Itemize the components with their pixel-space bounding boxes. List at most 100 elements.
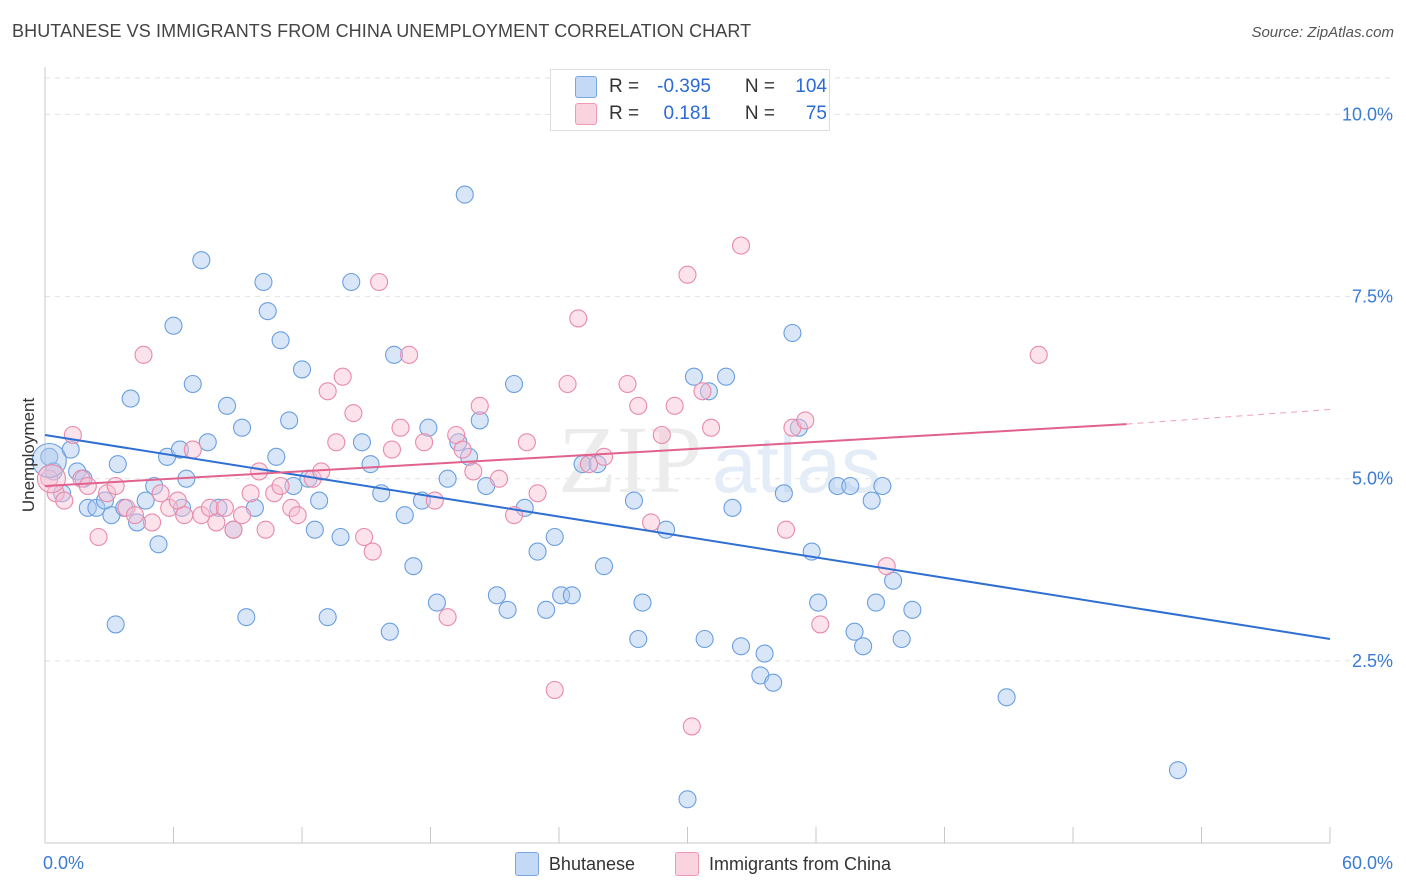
bhutanese-point xyxy=(404,557,423,576)
r-label: R = xyxy=(609,103,640,124)
x-tick-label: 0.0% xyxy=(43,853,84,873)
bhutanese-point xyxy=(774,484,793,503)
n-label: N = xyxy=(744,76,775,97)
stats-row-bhutanese: R = -0.395 N = 104 xyxy=(551,74,827,100)
bhutanese-point xyxy=(997,688,1016,707)
china-point xyxy=(400,345,419,364)
china-point xyxy=(55,491,74,510)
chart-title: BHUTANESE VS IMMIGRANTS FROM CHINA UNEMP… xyxy=(12,21,752,41)
y-tick-label: 10.0% xyxy=(1342,104,1393,124)
china-point xyxy=(318,382,337,401)
bhutanese-point xyxy=(755,644,774,663)
legend-item-china[interactable]: Immigrants from China xyxy=(675,852,891,876)
china-point xyxy=(693,382,712,401)
china-point xyxy=(250,462,269,481)
y-tick-label: 7.5% xyxy=(1352,287,1393,307)
china-trend-extension xyxy=(1126,409,1331,425)
bhutanese-point xyxy=(716,367,736,386)
china-point xyxy=(731,236,751,255)
china-point xyxy=(327,433,346,452)
china-point xyxy=(355,527,374,547)
bhutanese-point xyxy=(136,491,155,510)
china-point xyxy=(143,513,162,532)
china-point xyxy=(652,425,671,445)
r-value: 0.181 xyxy=(663,103,711,124)
stats-legend: R = -0.395 N = 104 R = 0.181 N = 75 xyxy=(550,69,830,131)
bhutanese-point xyxy=(198,433,217,452)
bhutanese-point xyxy=(108,455,127,474)
bhutanese-legend-swatch xyxy=(514,852,539,876)
china-point xyxy=(183,440,202,459)
china-point xyxy=(618,374,637,394)
series-legend: Bhutanese Immigrants from China xyxy=(0,852,1406,876)
china-point xyxy=(877,557,896,576)
china-point xyxy=(438,608,457,627)
china-legend-swatch xyxy=(675,852,699,876)
grid-lines xyxy=(45,77,1390,662)
legend-label: Immigrants from China xyxy=(709,853,892,874)
china-point xyxy=(224,520,243,539)
bhutanese-point xyxy=(731,637,751,656)
y-tick-label: 5.0% xyxy=(1352,469,1393,489)
bhutanese-point xyxy=(633,593,652,612)
trend-lines xyxy=(44,409,1331,640)
x-tick-label: 60.0% xyxy=(1342,853,1393,873)
china-point xyxy=(391,418,410,437)
china-point xyxy=(665,396,684,415)
china-point xyxy=(256,520,275,539)
china-point xyxy=(89,527,108,547)
china-point xyxy=(232,506,252,525)
bhutanese-point xyxy=(678,790,697,809)
china-point xyxy=(363,542,382,561)
bhutanese-point xyxy=(873,476,892,496)
bhutanese-point xyxy=(545,527,564,547)
bhutanese-point xyxy=(331,527,350,547)
china-trend-line xyxy=(44,423,1127,487)
bhutanese-point xyxy=(170,440,189,459)
bhutanese-point xyxy=(537,600,556,619)
china-point xyxy=(382,440,402,459)
bhutanese-point xyxy=(361,455,380,474)
bhutanese-point xyxy=(764,673,783,692)
bhutanese-point xyxy=(232,418,252,437)
china-point xyxy=(241,484,260,503)
tick-labels: 2.5% 5.0% 7.5% 10.0% 0.0% 60.0% xyxy=(43,104,1393,873)
bhutanese-point xyxy=(183,374,202,394)
china-point xyxy=(470,396,489,415)
bhutanese-point xyxy=(280,411,299,430)
bhutanese-point xyxy=(699,382,718,401)
bhutanese-point xyxy=(552,586,571,605)
bhutanese-point xyxy=(305,520,324,539)
china-point xyxy=(682,717,701,736)
bhutanese-point xyxy=(310,491,329,510)
bhutanese-point xyxy=(723,498,742,517)
china-point xyxy=(344,404,363,423)
bhutanese-point xyxy=(684,367,703,386)
bhutanese-point xyxy=(237,608,256,627)
china-point xyxy=(569,309,588,328)
n-label: N = xyxy=(744,103,775,124)
bhutanese-point xyxy=(470,411,489,430)
china-point xyxy=(265,484,284,503)
china-point xyxy=(558,374,577,394)
bhutanese-point xyxy=(271,331,290,350)
bhutanese-point xyxy=(562,586,581,605)
bhutanese-point xyxy=(254,272,273,292)
china-point xyxy=(678,265,697,284)
bhutanese-point xyxy=(892,629,911,649)
china-swatch xyxy=(575,103,597,125)
china-point xyxy=(370,272,389,292)
bhutanese-point xyxy=(903,600,922,619)
bhutanese-point xyxy=(128,513,147,532)
bhutanese-point xyxy=(267,447,286,466)
china-point xyxy=(579,455,599,474)
r-label: R = xyxy=(609,76,640,97)
china-point xyxy=(517,433,536,452)
bhutanese-point xyxy=(380,622,399,641)
bhutanese-point xyxy=(1168,761,1187,780)
legend-item-bhutanese[interactable]: Bhutanese xyxy=(514,852,635,876)
bhutanese-point xyxy=(217,396,237,415)
bhutanese-point xyxy=(352,433,372,452)
china-point xyxy=(36,464,66,494)
